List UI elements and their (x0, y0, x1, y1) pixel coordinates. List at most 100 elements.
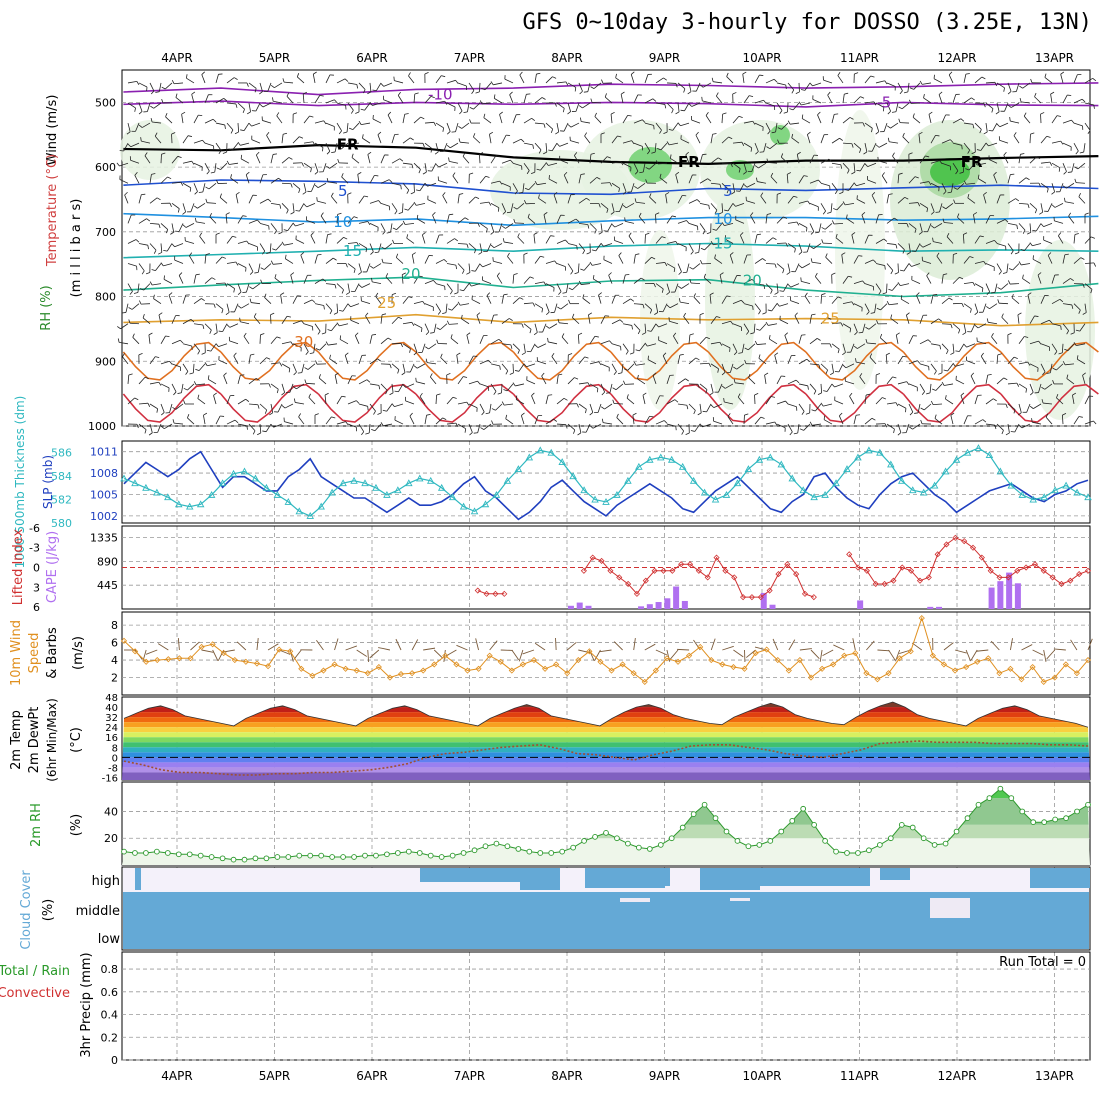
wind-barb-flag (900, 295, 903, 300)
wind-barb (361, 300, 371, 305)
wind-barb-flag (952, 362, 956, 367)
wind-barb-flag (726, 72, 729, 77)
wind-barb (853, 303, 863, 308)
wind-barb-flag (649, 193, 652, 198)
wind-barb-flag (971, 151, 976, 155)
wind-barb (985, 398, 994, 405)
wind-barb-flag (620, 91, 625, 95)
wind-speed-point (1051, 674, 1058, 681)
isotherm-label: -5 (876, 93, 891, 111)
wind-barb (566, 283, 569, 293)
wind-speed-point (165, 656, 172, 663)
wind-speed-point (1084, 656, 1092, 664)
wind-barb-flag (1060, 140, 1064, 145)
wind-barb (911, 279, 921, 284)
wind-barb (237, 123, 240, 133)
wind-barb (484, 82, 492, 91)
wind-barb (988, 142, 998, 147)
wind-barb-flag (218, 150, 222, 155)
wind-speed-point (807, 674, 815, 681)
wind-barb (534, 122, 545, 125)
wind-barb-flag (834, 113, 839, 115)
wind-barb (967, 197, 976, 204)
wind-barb (868, 323, 877, 330)
wind-barb (1007, 82, 1012, 92)
wind-barb (721, 114, 724, 124)
wind-barb (563, 122, 569, 132)
wind-barb (1018, 403, 1022, 413)
temp-band (122, 767, 1090, 773)
thickness-tick: 582 (51, 494, 72, 507)
wind-barb-flag (1084, 212, 1089, 215)
wind-barb-flag (485, 412, 490, 415)
wind-barb (197, 203, 206, 209)
pressure-tick: 600 (95, 161, 116, 174)
wind-barb (1007, 423, 1010, 434)
wind-barb-flag (1001, 313, 1004, 318)
wind-barb-flag (435, 163, 440, 168)
wind-barb (933, 241, 943, 244)
wind-barb (383, 82, 393, 87)
wind-barb (494, 98, 503, 104)
wind-barb (168, 295, 173, 304)
wind-barb (710, 203, 718, 211)
wind-barb (991, 336, 998, 345)
wind-barb-flag (612, 387, 617, 391)
wind-barb-flag (742, 71, 747, 75)
wind-barb (710, 134, 713, 144)
wind-barb (482, 280, 492, 284)
wind-barb (666, 283, 671, 293)
wind-barb (369, 334, 373, 344)
wind-barb (153, 298, 162, 304)
wind-barb-flag (425, 331, 430, 336)
wind-barb (374, 423, 382, 432)
wind-barb (985, 215, 991, 224)
wind-barb-flag (187, 135, 193, 137)
wind-speed-point (1007, 665, 1014, 672)
wind-barb (523, 323, 532, 330)
wind-barb (419, 396, 426, 405)
wind-barb (545, 283, 555, 288)
wind-barb-flag (153, 249, 157, 254)
surface-wind-barb (970, 649, 978, 661)
wind-barb (988, 159, 998, 164)
wind-barb (809, 338, 818, 345)
wind-barb (781, 156, 789, 164)
wind-barb-flag (481, 88, 486, 91)
wind-barb-flag (234, 419, 239, 424)
wind-barb-flag (755, 151, 759, 155)
wind-barb-flag (696, 199, 701, 203)
wind-barb-flag (732, 92, 737, 95)
wind-barb-flag (266, 252, 271, 254)
wind-barb-flag (809, 82, 813, 87)
wind-barb-flag (478, 251, 483, 255)
wind-barb-flag (770, 396, 776, 398)
isotherm-label: 15 (343, 242, 362, 260)
wind-barb (319, 343, 327, 351)
surface-wind-barb (669, 649, 679, 660)
wind-barb-flag (242, 215, 247, 217)
surface-wind-barb (877, 649, 890, 652)
wind-barb (259, 198, 269, 204)
wind-barb-flag (748, 373, 751, 378)
wind-barb (642, 163, 646, 173)
wind-barb-flag (811, 313, 816, 316)
wind-barb-flag (1040, 223, 1044, 227)
wind-barb (446, 214, 450, 224)
wind-barb (160, 223, 168, 230)
wind-barb-flag (582, 294, 585, 299)
wind-barb-flag (473, 355, 478, 357)
wind-barb (1043, 239, 1053, 244)
wind-barb-flag (642, 304, 645, 309)
wind-barb-flag (358, 121, 362, 125)
wind-barb (138, 243, 148, 246)
wind-barb-flag (219, 193, 222, 198)
wind-speed-point (442, 652, 449, 659)
wind-barb (574, 155, 580, 164)
wind-barb (424, 303, 434, 308)
wind-barb (787, 263, 791, 273)
wind-barb-flag (1030, 132, 1035, 135)
wind-barb (633, 163, 639, 172)
cloud-high-block (700, 868, 760, 890)
wind-barb-flag (620, 161, 624, 166)
